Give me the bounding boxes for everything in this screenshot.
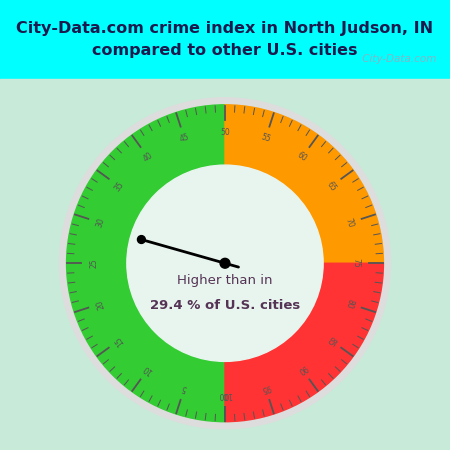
Text: 20: 20 xyxy=(94,298,106,310)
Text: 30: 30 xyxy=(94,217,106,229)
Text: 45: 45 xyxy=(179,133,190,144)
Text: 50: 50 xyxy=(220,128,230,137)
Text: 95: 95 xyxy=(260,382,271,394)
Circle shape xyxy=(220,258,230,268)
Text: 70: 70 xyxy=(344,217,356,229)
Text: Higher than in: Higher than in xyxy=(177,274,273,287)
Text: 100: 100 xyxy=(218,390,232,399)
Text: 35: 35 xyxy=(112,180,126,193)
Circle shape xyxy=(127,165,323,361)
Text: 10: 10 xyxy=(141,363,154,376)
Text: 60: 60 xyxy=(296,151,309,164)
Text: 15: 15 xyxy=(112,334,126,347)
Text: City-Data.com: City-Data.com xyxy=(359,54,436,64)
Text: 40: 40 xyxy=(141,151,154,164)
Text: City-Data.com crime index in North Judson, IN: City-Data.com crime index in North Judso… xyxy=(17,21,433,36)
Text: 0: 0 xyxy=(223,390,227,399)
Text: 65: 65 xyxy=(324,180,338,193)
Wedge shape xyxy=(67,105,383,422)
Text: 5: 5 xyxy=(181,383,188,393)
Bar xyxy=(0,0,450,79)
Text: 90: 90 xyxy=(296,363,309,376)
Text: 29.4 % of U.S. cities: 29.4 % of U.S. cities xyxy=(150,299,300,312)
Text: 75: 75 xyxy=(351,258,360,268)
Bar xyxy=(0,79,450,450)
Circle shape xyxy=(59,98,391,429)
Text: compared to other U.S. cities: compared to other U.S. cities xyxy=(92,43,358,58)
Text: 80: 80 xyxy=(344,298,356,310)
Wedge shape xyxy=(225,105,383,263)
Text: 55: 55 xyxy=(260,133,271,144)
Wedge shape xyxy=(225,263,383,422)
Wedge shape xyxy=(67,105,225,422)
Text: 25: 25 xyxy=(90,258,99,268)
Circle shape xyxy=(137,236,145,243)
Text: 85: 85 xyxy=(324,334,338,347)
